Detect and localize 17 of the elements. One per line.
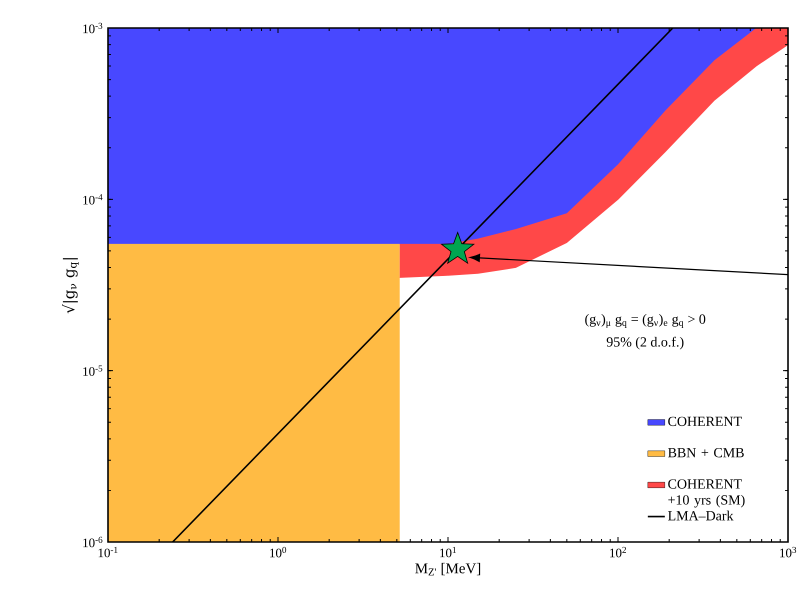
legend-label: LMA–Dark	[668, 510, 734, 520]
legend-label: BBN + CMB	[668, 448, 744, 458]
y-axis-title: √|g$_{ν}$ g$_{q}$|	[62, 258, 79, 314]
x-tick-label: 10$^{0}$	[270, 546, 286, 558]
y-tick-label: 10$^{-4}$	[83, 194, 103, 205]
x-axis-title: M$_{Z'}$ [MeV]	[415, 562, 480, 576]
legend-label: COHERENT +10 yrs (SM)	[668, 479, 745, 508]
annotation: 95% (2 d.o.f.)	[606, 336, 684, 350]
y-tick-label: 10$^{-6}$	[83, 536, 102, 548]
legend-label: COHERENT	[668, 416, 742, 426]
x-tick-label: 10$^{-1}$	[98, 546, 118, 558]
x-tick-label: 10$^{2}$	[610, 546, 626, 558]
y-tick-label: 10$^{-3}$	[83, 22, 102, 34]
x-tick-label: 10$^{1}$	[440, 546, 456, 558]
y-tick-label: 10$^{-5}$	[83, 365, 102, 376]
text: (g$_{ν}$)$_{μ}$ g$_{q}$ = (g$_{ν}$)$_{e}$ g$_{q}$ > 0	[585, 314, 706, 328]
x-tick-label: 10$^{3}$	[780, 546, 796, 558]
